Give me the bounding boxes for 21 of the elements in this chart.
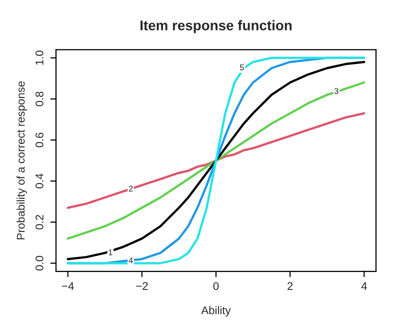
annotation: 2	[128, 186, 133, 192]
annotation: 1	[108, 249, 112, 256]
y-tick-label: 0.4	[36, 174, 44, 188]
x-tick-label: 4	[361, 282, 367, 290]
y-tick-label: 0.0	[36, 256, 44, 270]
x-tick-label: −2	[136, 282, 148, 290]
x-tick-label: 0	[213, 282, 219, 290]
y-tick-label: 0.8	[36, 92, 44, 106]
y-tick-label: 1.0	[36, 50, 44, 65]
annotation: 5	[240, 64, 244, 70]
x-axis-title: Ability	[201, 306, 231, 316]
x-tick-label: −4	[62, 282, 74, 290]
line-series	[66, 112, 366, 209]
chart-title: Item response function	[140, 20, 292, 34]
y-tick-label: 0.6	[36, 132, 44, 148]
annotation: 4	[128, 258, 133, 264]
y-tick-label: 0.2	[36, 214, 44, 230]
y-axis-title: Probability of a correct response	[16, 81, 27, 240]
line-series	[66, 81, 366, 240]
annotation: 3	[334, 88, 338, 94]
x-tick-label: 2	[288, 282, 293, 290]
